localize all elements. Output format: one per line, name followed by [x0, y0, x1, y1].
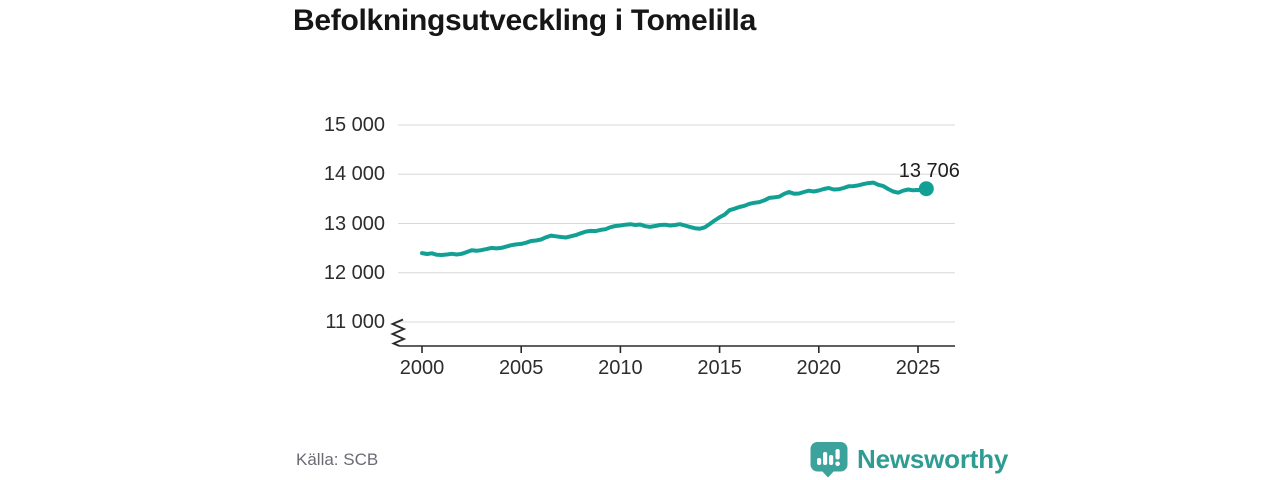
x-tick-label: 2020	[796, 357, 842, 379]
y-tick-label: 15 000	[323, 114, 385, 136]
y-tick-label: 12 000	[323, 261, 385, 284]
source-label: Källa: SCB	[296, 450, 379, 469]
newsworthy-logo-icon	[810, 442, 848, 478]
x-axis	[399, 345, 955, 353]
x-tick-label: 2015	[697, 357, 742, 379]
x-tick-label: 2005	[498, 357, 544, 379]
y-tick-label: 11 000	[325, 311, 385, 333]
x-tick-label: 2025	[895, 357, 941, 379]
x-tick-label: 2000	[399, 357, 445, 379]
population-line	[420, 180, 929, 257]
x-tick-label: 2010	[598, 357, 643, 379]
axis-break-icon	[390, 318, 407, 347]
y-tick-label: 14 000	[323, 163, 385, 186]
page-title: Befolkningsutveckling i Tomelilla	[293, 4, 756, 37]
newsworthy-wordmark: Newsworthy	[857, 443, 1009, 474]
latest-value-label: 13 706	[898, 159, 960, 182]
newsworthy-brand: Newsworthy	[809, 440, 1008, 478]
latest-value-dot	[918, 181, 934, 197]
y-tick-label: 13 000	[323, 212, 385, 235]
